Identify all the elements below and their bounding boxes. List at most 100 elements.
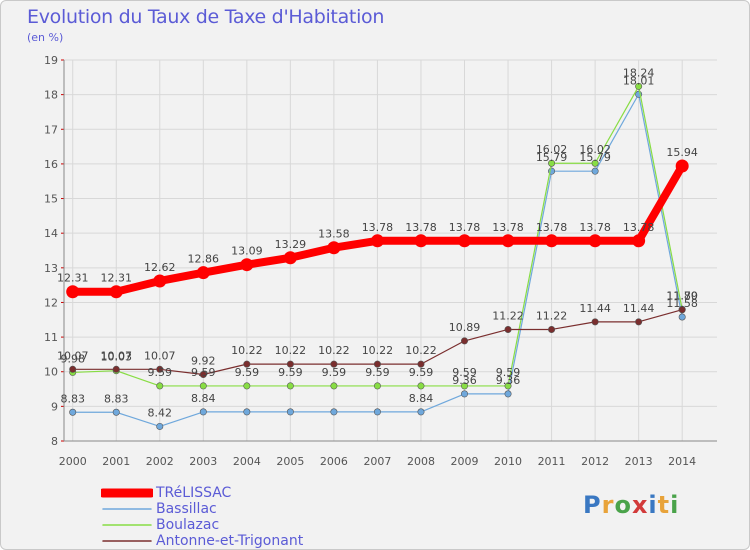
data-point	[243, 408, 251, 416]
logo-letter: i	[670, 491, 680, 519]
data-point	[548, 325, 556, 333]
x-tick-label: 2004	[233, 455, 261, 468]
data-point	[504, 325, 512, 333]
legend-swatch	[102, 508, 152, 510]
y-tick-label: 9	[51, 400, 58, 413]
data-label: 9.92	[191, 354, 216, 367]
x-tick-label: 2011	[538, 455, 566, 468]
data-label: 11.22	[536, 309, 568, 322]
data-label: 8.84	[409, 392, 434, 405]
data-label: 9.59	[235, 366, 260, 379]
data-label: 12.62	[144, 261, 176, 274]
logo-letter: t	[657, 491, 671, 519]
data-label: 13.78	[449, 221, 481, 234]
y-tick-label: 18	[44, 89, 58, 102]
data-label: 13.78	[492, 221, 524, 234]
data-label: 11.22	[492, 309, 524, 322]
data-point	[243, 382, 251, 390]
x-tick-label: 2008	[407, 455, 435, 468]
data-label: 9.59	[452, 366, 477, 379]
data-point	[196, 266, 210, 280]
legend-swatch	[102, 540, 152, 542]
data-point	[199, 408, 207, 416]
logo-letter: i	[648, 491, 658, 519]
data-point	[417, 360, 425, 368]
x-tick-label: 2002	[146, 455, 174, 468]
data-point	[153, 274, 167, 288]
data-point	[417, 408, 425, 416]
data-label: 15.94	[666, 146, 698, 159]
data-label: 10.22	[405, 344, 437, 357]
data-label: 16.02	[536, 143, 568, 156]
data-point	[461, 382, 469, 390]
data-label: 16.02	[579, 143, 611, 156]
data-label: 13.78	[623, 221, 655, 234]
x-tick-label: 2007	[363, 455, 391, 468]
data-label: 11.79	[666, 290, 698, 303]
data-label: 10.22	[275, 344, 307, 357]
data-point	[504, 382, 512, 390]
data-label: 10.07	[100, 349, 132, 362]
data-label: 9.59	[496, 366, 521, 379]
data-label: 10.89	[449, 321, 481, 334]
data-point	[414, 234, 428, 248]
data-point	[591, 318, 599, 326]
data-point	[156, 365, 164, 373]
data-label: 13.58	[318, 228, 350, 241]
x-tick-label: 2000	[59, 455, 87, 468]
data-point	[112, 365, 120, 373]
data-point	[286, 408, 294, 416]
data-label: 15.79	[536, 151, 568, 164]
y-tick-label: 14	[44, 227, 58, 240]
data-point	[109, 285, 123, 299]
data-label: 9.59	[409, 366, 434, 379]
data-point	[373, 360, 381, 368]
legend-label: Bassillac	[156, 501, 217, 517]
data-point	[286, 382, 294, 390]
data-label: 10.22	[231, 344, 263, 357]
y-tick-label: 19	[44, 54, 58, 67]
data-point	[327, 241, 341, 255]
data-point	[156, 422, 164, 430]
x-tick-label: 2009	[451, 455, 479, 468]
legend-label: Antonne-et-Trigonant	[156, 533, 304, 549]
x-tick-label: 2005	[276, 455, 304, 468]
data-label: 9.59	[278, 366, 303, 379]
data-point	[373, 408, 381, 416]
data-label: 9.59	[365, 366, 390, 379]
data-label: 13.78	[362, 221, 394, 234]
data-point	[632, 234, 646, 248]
data-point	[591, 167, 599, 175]
legend-label: Boulazac	[156, 517, 220, 533]
data-point	[373, 382, 381, 390]
data-point	[330, 360, 338, 368]
data-label: 13.78	[405, 221, 437, 234]
data-label: 8.42	[148, 406, 173, 419]
data-label: 9.59	[148, 366, 173, 379]
y-tick-label: 8	[51, 435, 58, 448]
data-label: 12.31	[57, 272, 89, 285]
logo-letter: o	[614, 491, 632, 519]
data-label: 8.83	[104, 392, 129, 405]
data-point	[417, 382, 425, 390]
data-label: 15.79	[579, 151, 611, 164]
data-point	[199, 382, 207, 390]
data-label: 18.24	[623, 66, 655, 79]
data-label: 10.03	[100, 351, 132, 364]
x-tick-label: 2006	[320, 455, 348, 468]
data-label: 10.07	[57, 349, 89, 362]
data-point	[501, 234, 515, 248]
x-tick-label: 2001	[102, 455, 130, 468]
data-point	[156, 382, 164, 390]
y-tick-label: 13	[44, 262, 58, 275]
plot-area	[64, 60, 717, 441]
legend-swatch	[102, 524, 152, 526]
data-label: 11.44	[623, 302, 655, 315]
x-tick-label: 2013	[625, 455, 653, 468]
legend-label: TRéLISSAC	[156, 485, 232, 501]
data-label: 9.59	[322, 366, 347, 379]
data-point	[370, 234, 384, 248]
data-point	[330, 408, 338, 416]
data-label: 13.78	[536, 221, 568, 234]
data-point	[112, 408, 120, 416]
